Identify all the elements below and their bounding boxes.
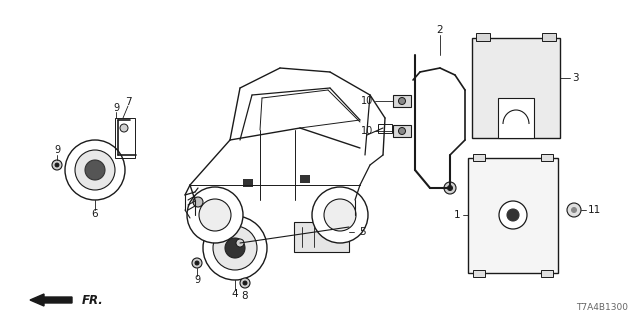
Circle shape	[85, 160, 105, 180]
Circle shape	[567, 203, 581, 217]
Bar	[541, 270, 553, 277]
Text: 2: 2	[436, 25, 444, 35]
Bar	[393, 95, 411, 107]
Text: 1: 1	[453, 210, 460, 220]
Bar	[541, 154, 553, 161]
Circle shape	[572, 207, 577, 212]
Circle shape	[447, 186, 452, 190]
Bar	[393, 125, 411, 137]
Circle shape	[334, 232, 344, 242]
Text: 5: 5	[359, 227, 365, 237]
Text: 10: 10	[361, 126, 373, 136]
Bar	[476, 33, 490, 41]
FancyArrow shape	[30, 294, 72, 306]
Bar	[498, 98, 534, 138]
Text: 11: 11	[588, 205, 601, 215]
Text: T7A4B1300: T7A4B1300	[576, 303, 628, 312]
Bar	[542, 33, 556, 41]
Circle shape	[225, 238, 245, 258]
Bar	[468, 158, 558, 273]
Circle shape	[444, 182, 456, 194]
Circle shape	[324, 199, 356, 231]
Bar	[378, 124, 392, 133]
Circle shape	[55, 163, 59, 167]
Text: 8: 8	[242, 291, 248, 301]
Circle shape	[507, 209, 519, 221]
Bar	[115, 118, 135, 158]
Circle shape	[192, 258, 202, 268]
Text: 9: 9	[113, 103, 119, 113]
Text: 3: 3	[572, 73, 579, 83]
Circle shape	[52, 160, 62, 170]
Text: 7: 7	[125, 97, 131, 107]
Circle shape	[120, 124, 128, 132]
Text: FR.: FR.	[82, 293, 104, 307]
Circle shape	[199, 199, 231, 231]
Text: 9: 9	[194, 275, 200, 285]
Bar	[473, 270, 485, 277]
Circle shape	[75, 150, 115, 190]
Circle shape	[499, 201, 527, 229]
Bar	[294, 222, 349, 252]
Circle shape	[399, 127, 406, 134]
Bar	[472, 38, 560, 138]
Bar	[243, 179, 253, 187]
Circle shape	[187, 187, 243, 243]
Circle shape	[243, 281, 247, 285]
Circle shape	[236, 239, 244, 247]
Circle shape	[240, 278, 250, 288]
Text: 10: 10	[361, 96, 373, 106]
Circle shape	[312, 187, 368, 243]
Text: 6: 6	[92, 209, 99, 219]
Circle shape	[203, 216, 267, 280]
Circle shape	[193, 197, 203, 207]
Circle shape	[65, 140, 125, 200]
Circle shape	[399, 98, 406, 105]
Text: 9: 9	[54, 145, 60, 155]
Circle shape	[195, 261, 199, 265]
Bar	[300, 175, 310, 183]
Circle shape	[213, 226, 257, 270]
Bar	[473, 154, 485, 161]
Text: 4: 4	[232, 289, 238, 299]
